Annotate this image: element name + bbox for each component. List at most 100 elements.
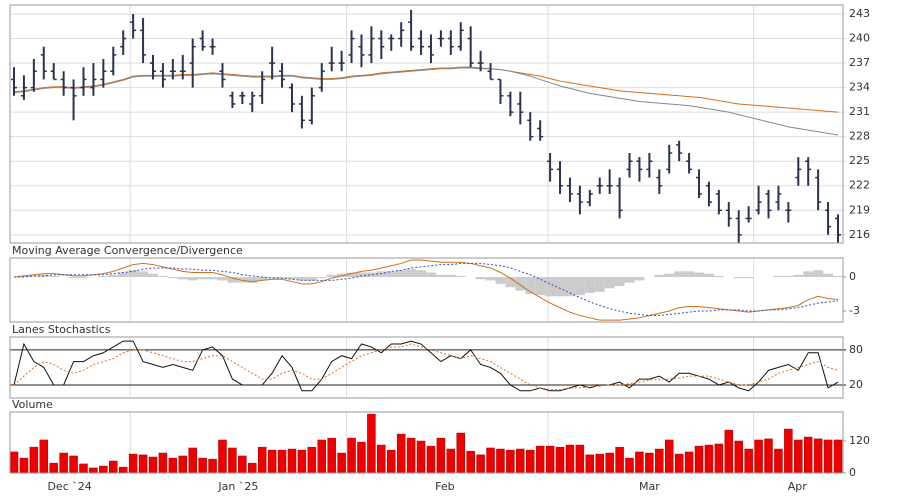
histogram-bar (435, 274, 446, 278)
volume-bar (764, 438, 773, 474)
volume-bar (79, 463, 88, 474)
x-tick-label: Jan `25 (217, 480, 258, 493)
y-tick-label: 228 (849, 130, 870, 143)
histogram-bar (664, 273, 675, 278)
histogram-bar (574, 277, 585, 296)
volume-bar (674, 453, 684, 474)
volume-bar (436, 437, 446, 474)
histogram-bar (28, 275, 39, 278)
histogram-bar (455, 275, 466, 278)
histogram-bar (68, 277, 79, 279)
histogram-bar (98, 275, 109, 278)
volume-bar (744, 448, 753, 474)
volume-bar (555, 446, 565, 474)
volume-bar (615, 446, 624, 474)
histogram-bar (694, 272, 704, 278)
volume-bar (734, 440, 743, 474)
volume-bar (59, 452, 68, 474)
volume-bar (774, 448, 783, 474)
histogram-bar (416, 270, 426, 278)
volume-bar (506, 449, 515, 474)
volume-bar (377, 444, 386, 474)
volume-bar (694, 445, 704, 474)
volume-bar (158, 452, 168, 474)
histogram-bar (743, 277, 754, 279)
histogram-bar (287, 277, 297, 280)
volume-bar (645, 452, 654, 474)
volume-bar (99, 465, 108, 474)
volume-bar (198, 457, 207, 474)
volume-bar (188, 447, 197, 474)
x-tick-label: Mar (639, 480, 660, 493)
volume-bar (208, 458, 217, 474)
volume-bar (218, 439, 227, 474)
histogram-bar (157, 275, 168, 278)
histogram-bar (277, 277, 288, 279)
y-tick-label: 20 (849, 378, 863, 391)
volume-bar (525, 449, 535, 474)
histogram-bar (475, 277, 486, 280)
volume-bar (794, 439, 803, 474)
histogram-bar (555, 277, 565, 297)
volume-bar (396, 433, 406, 474)
volume-bar (228, 447, 237, 474)
histogram-bar (237, 277, 248, 283)
histogram-bar (197, 277, 208, 280)
volume-bar (327, 437, 336, 474)
volume-bar (466, 450, 475, 474)
histogram-bar (108, 274, 119, 278)
volume-bar (823, 439, 833, 474)
volume-bar (307, 446, 317, 474)
volume-bar (456, 432, 465, 474)
volume-bar (69, 455, 78, 474)
volume-bar (476, 454, 485, 474)
indicator-line (13, 259, 839, 321)
histogram-bar (18, 275, 29, 278)
panel-frame (9, 411, 844, 474)
volume-bar (297, 449, 307, 474)
histogram-bar (604, 277, 615, 289)
histogram-bar (535, 277, 546, 296)
x-tick-label: Dec `24 (47, 480, 91, 493)
y-tick-label: 240 (849, 32, 870, 45)
histogram-bar (654, 274, 665, 278)
histogram-bar (783, 275, 794, 278)
panel-frame (9, 257, 844, 323)
volume-bar (317, 439, 327, 474)
histogram-bar (624, 277, 635, 283)
y-tick-label: 216 (849, 228, 870, 241)
volume-bar (714, 443, 724, 474)
volume-bar (89, 467, 98, 474)
histogram-bar (833, 275, 843, 278)
histogram-bar (733, 277, 744, 279)
indicator-line (14, 262, 839, 317)
volume-bar (833, 439, 843, 474)
volume-bar (585, 454, 595, 474)
volume-bar (128, 453, 138, 474)
volume-bar (416, 440, 426, 474)
volume-bar (724, 429, 734, 474)
histogram-bar (346, 272, 357, 278)
histogram-bar (386, 271, 397, 278)
volume-bar (29, 446, 39, 474)
volume-bar (426, 445, 436, 474)
histogram-bar (227, 277, 238, 283)
histogram-bar (306, 277, 317, 281)
histogram-bar (426, 272, 436, 278)
histogram-bar (515, 277, 526, 291)
volume-bar (516, 448, 525, 474)
volume-bar (655, 448, 664, 474)
histogram-bar (813, 270, 824, 278)
volume-bar (545, 445, 555, 474)
panel-title: Moving Average Convergence/Divergence (12, 244, 243, 257)
moving-average (13, 67, 839, 136)
volume-bar (109, 460, 118, 474)
volume-bar (357, 441, 366, 474)
x-tick-label: Apr (788, 480, 808, 493)
histogram-bar (138, 271, 149, 278)
histogram-bar (614, 277, 625, 287)
histogram-bar (366, 272, 377, 278)
histogram-bar (594, 277, 605, 292)
panel-title: Volume (12, 398, 53, 411)
